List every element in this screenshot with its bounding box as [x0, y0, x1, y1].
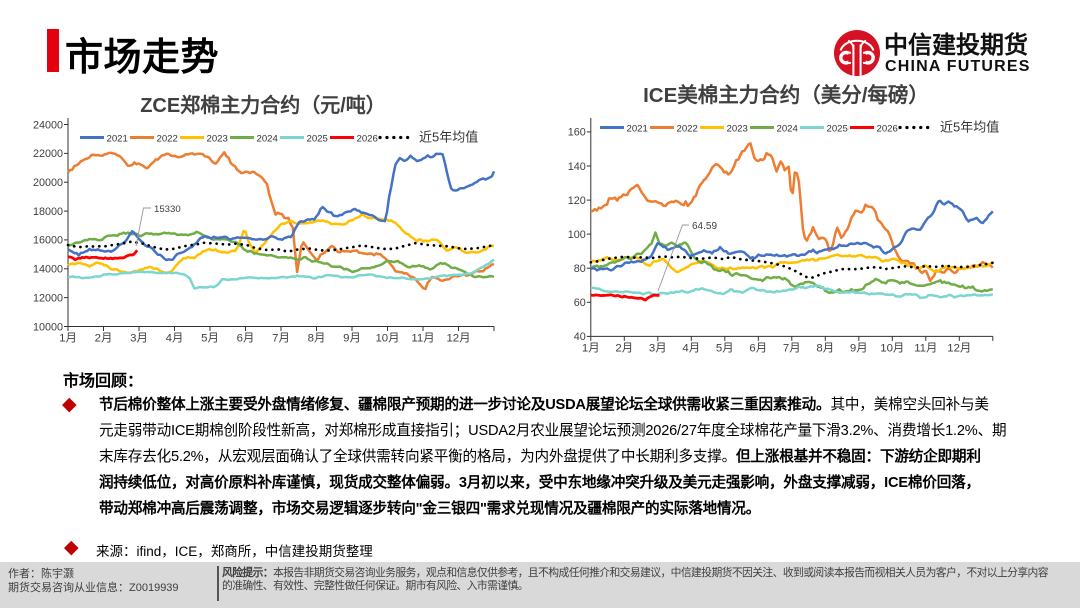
svg-text:40: 40: [574, 331, 586, 343]
svg-text:10月: 10月: [375, 333, 399, 345]
svg-text:64.59: 64.59: [692, 221, 717, 232]
svg-text:9月: 9月: [343, 333, 361, 345]
svg-text:7月: 7月: [272, 333, 290, 345]
svg-text:10000: 10000: [33, 321, 63, 333]
svg-text:80: 80: [574, 263, 586, 275]
svg-text:9月: 9月: [850, 343, 868, 355]
svg-text:10月: 10月: [880, 343, 904, 355]
svg-text:2026: 2026: [877, 123, 898, 134]
svg-text:ICE美棉主力合约（美分/每磅）: ICE美棉主力合约（美分/每磅）: [643, 83, 929, 107]
svg-text:2022: 2022: [157, 133, 178, 144]
svg-text:5月: 5月: [201, 333, 219, 345]
svg-text:22000: 22000: [33, 148, 63, 160]
svg-text:8月: 8月: [308, 333, 326, 345]
svg-text:12000: 12000: [33, 292, 63, 304]
svg-text:14000: 14000: [33, 264, 63, 276]
svg-text:120: 120: [568, 195, 586, 207]
svg-text:2021: 2021: [107, 133, 128, 144]
svg-text:5月: 5月: [716, 343, 734, 355]
svg-text:2023: 2023: [727, 123, 748, 134]
svg-text:11月: 11月: [914, 343, 937, 355]
svg-text:20000: 20000: [33, 177, 63, 189]
svg-text:12月: 12月: [947, 343, 971, 355]
svg-text:8月: 8月: [816, 343, 834, 355]
svg-text:2023: 2023: [207, 133, 228, 144]
svg-text:2026: 2026: [357, 133, 378, 144]
svg-text:ZCE郑棉主力合约（元/吨）: ZCE郑棉主力合约（元/吨）: [140, 93, 386, 117]
svg-text:4月: 4月: [682, 343, 700, 355]
svg-text:2025: 2025: [307, 133, 328, 144]
svg-text:3月: 3月: [649, 343, 667, 355]
svg-text:7月: 7月: [783, 343, 801, 355]
svg-text:100: 100: [568, 229, 586, 241]
svg-text:1月: 1月: [59, 333, 77, 345]
svg-text:近5年均值: 近5年均值: [419, 130, 478, 145]
svg-text:2024: 2024: [777, 123, 799, 134]
svg-text:15330: 15330: [154, 204, 181, 215]
svg-text:60: 60: [574, 297, 586, 309]
svg-text:24000: 24000: [33, 119, 63, 131]
svg-text:4月: 4月: [166, 333, 184, 345]
svg-text:2022: 2022: [677, 123, 698, 134]
svg-text:11月: 11月: [411, 333, 434, 345]
svg-text:6月: 6月: [749, 343, 767, 355]
svg-text:160: 160: [568, 127, 586, 139]
svg-text:16000: 16000: [33, 235, 63, 247]
svg-text:6月: 6月: [237, 333, 255, 345]
svg-text:140: 140: [568, 161, 586, 173]
svg-text:2月: 2月: [615, 343, 633, 355]
svg-text:2月: 2月: [95, 333, 113, 345]
svg-text:2024: 2024: [257, 133, 279, 144]
svg-text:12月: 12月: [446, 333, 470, 345]
svg-text:2021: 2021: [627, 123, 648, 134]
svg-text:1月: 1月: [582, 343, 600, 355]
svg-text:3月: 3月: [130, 333, 148, 345]
svg-text:2025: 2025: [827, 123, 848, 134]
svg-text:近5年均值: 近5年均值: [940, 120, 999, 135]
svg-text:18000: 18000: [33, 206, 63, 218]
